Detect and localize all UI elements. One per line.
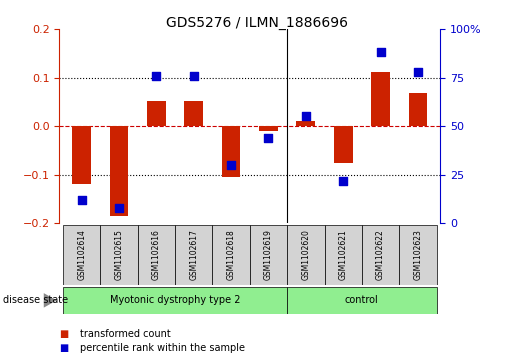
Text: Myotonic dystrophy type 2: Myotonic dystrophy type 2: [110, 295, 241, 305]
Bar: [362, 225, 399, 285]
Point: [414, 69, 422, 75]
Text: ■: ■: [59, 329, 68, 339]
Point: [227, 162, 235, 168]
Text: GSM1102622: GSM1102622: [376, 230, 385, 280]
Bar: [250, 225, 287, 285]
Bar: [334, 126, 353, 163]
Text: GSM1102619: GSM1102619: [264, 229, 273, 281]
Bar: [175, 225, 212, 285]
Text: GSM1102618: GSM1102618: [227, 230, 235, 280]
Point: [339, 178, 347, 183]
Point: [190, 73, 198, 78]
Bar: [63, 225, 100, 285]
Bar: [72, 126, 91, 184]
Bar: [324, 225, 362, 285]
Point: [115, 205, 123, 211]
Point: [78, 197, 86, 203]
Bar: [100, 225, 138, 285]
Text: GSM1102615: GSM1102615: [114, 229, 124, 281]
Text: GSM1102623: GSM1102623: [414, 229, 422, 281]
Bar: [222, 126, 241, 177]
Bar: [408, 93, 427, 126]
Bar: [147, 101, 166, 126]
Polygon shape: [44, 293, 57, 307]
Text: GSM1102620: GSM1102620: [301, 229, 311, 281]
Bar: [371, 72, 390, 126]
Bar: [212, 225, 250, 285]
Point: [302, 114, 310, 119]
Bar: [184, 101, 203, 126]
Text: percentile rank within the sample: percentile rank within the sample: [80, 343, 245, 354]
Text: GDS5276 / ILMN_1886696: GDS5276 / ILMN_1886696: [166, 16, 349, 30]
Bar: [259, 126, 278, 131]
Text: GSM1102621: GSM1102621: [339, 230, 348, 280]
Text: transformed count: transformed count: [80, 329, 170, 339]
Bar: [287, 225, 324, 285]
Bar: [399, 225, 437, 285]
Point: [264, 135, 272, 141]
Point: [376, 49, 385, 55]
Text: GSM1102617: GSM1102617: [189, 229, 198, 281]
Bar: [110, 126, 128, 216]
Text: ■: ■: [59, 343, 68, 354]
Bar: [297, 121, 315, 126]
Text: GSM1102614: GSM1102614: [77, 229, 86, 281]
Text: GSM1102616: GSM1102616: [152, 229, 161, 281]
Text: disease state: disease state: [3, 295, 67, 305]
Text: control: control: [345, 295, 379, 305]
Point: [152, 73, 161, 78]
Bar: [287, 287, 437, 314]
Bar: [138, 225, 175, 285]
Bar: [63, 287, 287, 314]
